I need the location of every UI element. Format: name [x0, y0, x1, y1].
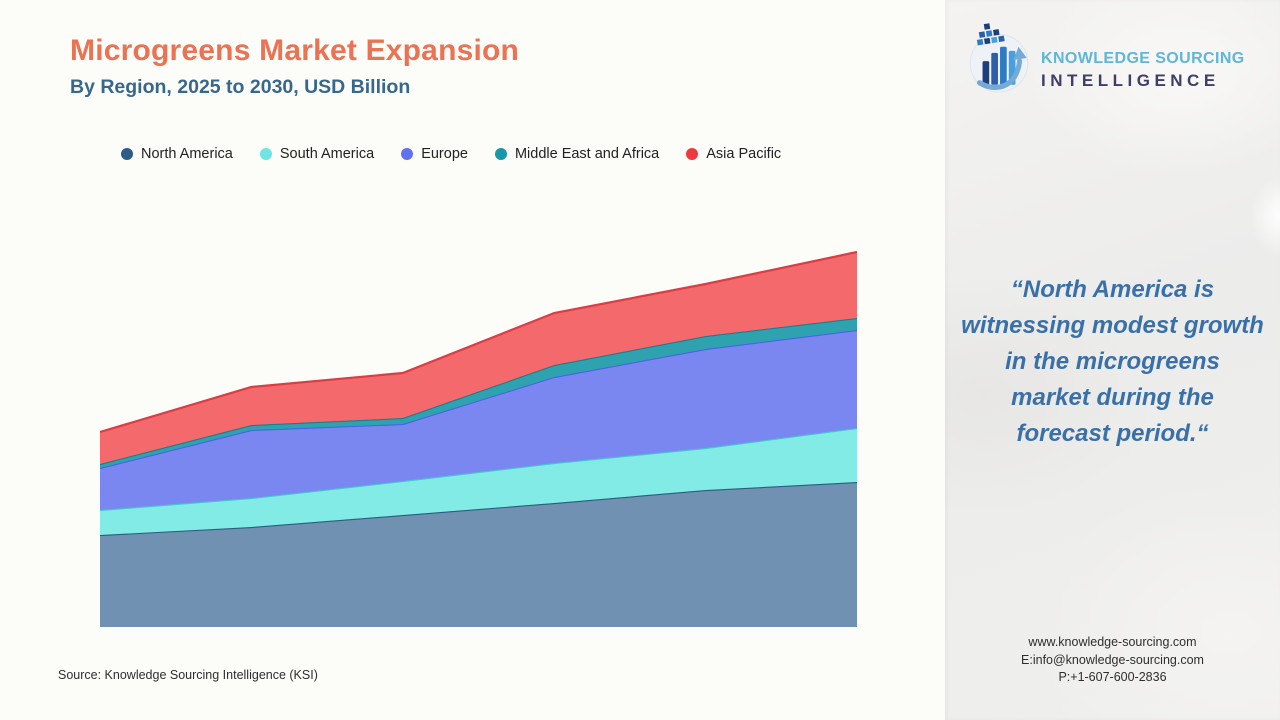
legend-label: North America — [141, 146, 233, 162]
quote-line: in the microgreens — [1005, 348, 1220, 375]
contact-phone: P:+1-607-600-2836 — [1058, 670, 1167, 684]
page-title: Microgreens Market Expansion — [70, 34, 520, 67]
legend-label: Europe — [421, 146, 468, 162]
brand-logo: KNOWLEDGE SOURCING INTELLIGENCE — [963, 20, 1245, 94]
legend-item-europe: Europe — [401, 146, 468, 162]
chart-legend: North America South America Europe Middl… — [121, 146, 781, 162]
insight-quote: “North America is witnessing modest grow… — [945, 272, 1280, 452]
contact-info: www.knowledge-sourcing.com E:info@knowle… — [945, 634, 1280, 687]
legend-item-middle-east-africa: Middle East and Africa — [494, 146, 660, 162]
logo-pixel-squares-icon — [976, 23, 1005, 46]
legend-label: South America — [279, 146, 375, 162]
legend-label: Middle East and Africa — [514, 146, 660, 162]
contact-website: www.knowledge-sourcing.com — [1028, 635, 1197, 649]
legend-item-asia-pacific: Asia Pacific — [686, 146, 781, 162]
sidebar-panel: KNOWLEDGE SOURCING INTELLIGENCE “North A… — [945, 0, 1280, 720]
legend-dot-south-america-icon — [259, 148, 272, 160]
legend-dot-asia-pacific-icon — [686, 148, 699, 160]
quote-line: market during the — [1011, 384, 1214, 411]
quote-line: “North America is — [1010, 276, 1215, 303]
brand-name-line2: INTELLIGENCE — [1041, 70, 1220, 90]
legend-dot-north-america-icon — [121, 148, 133, 160]
legend-label: Asia Pacific — [706, 146, 782, 162]
source-note: Source: Knowledge Sourcing Intelligence … — [58, 668, 318, 682]
stacked-area-chart — [100, 250, 857, 627]
logo-arrow-icon — [976, 58, 1023, 90]
knowledge-sourcing-logo-icon — [969, 23, 1029, 93]
brand-name-line1: KNOWLEDGE SOURCING — [1041, 49, 1245, 67]
logo-arrowhead-icon — [1013, 46, 1027, 61]
legend-dot-europe-icon — [401, 148, 414, 160]
contact-email: E:info@knowledge-sourcing.com — [1021, 652, 1204, 667]
chart-panel: Microgreens Market Expansion By Region, … — [58, 34, 857, 682]
legend-item-north-america: North America — [121, 146, 233, 162]
page-subtitle: By Region, 2025 to 2030, USD Billion — [70, 76, 411, 98]
legend-item-south-america: South America — [259, 146, 375, 162]
brand-name: KNOWLEDGE SOURCING INTELLIGENCE — [1041, 50, 1245, 91]
legend-dot-middle-east-africa-icon — [494, 148, 507, 160]
quote-line: forecast period.“ — [1016, 420, 1209, 447]
quote-line: witnessing modest growth — [961, 312, 1264, 339]
